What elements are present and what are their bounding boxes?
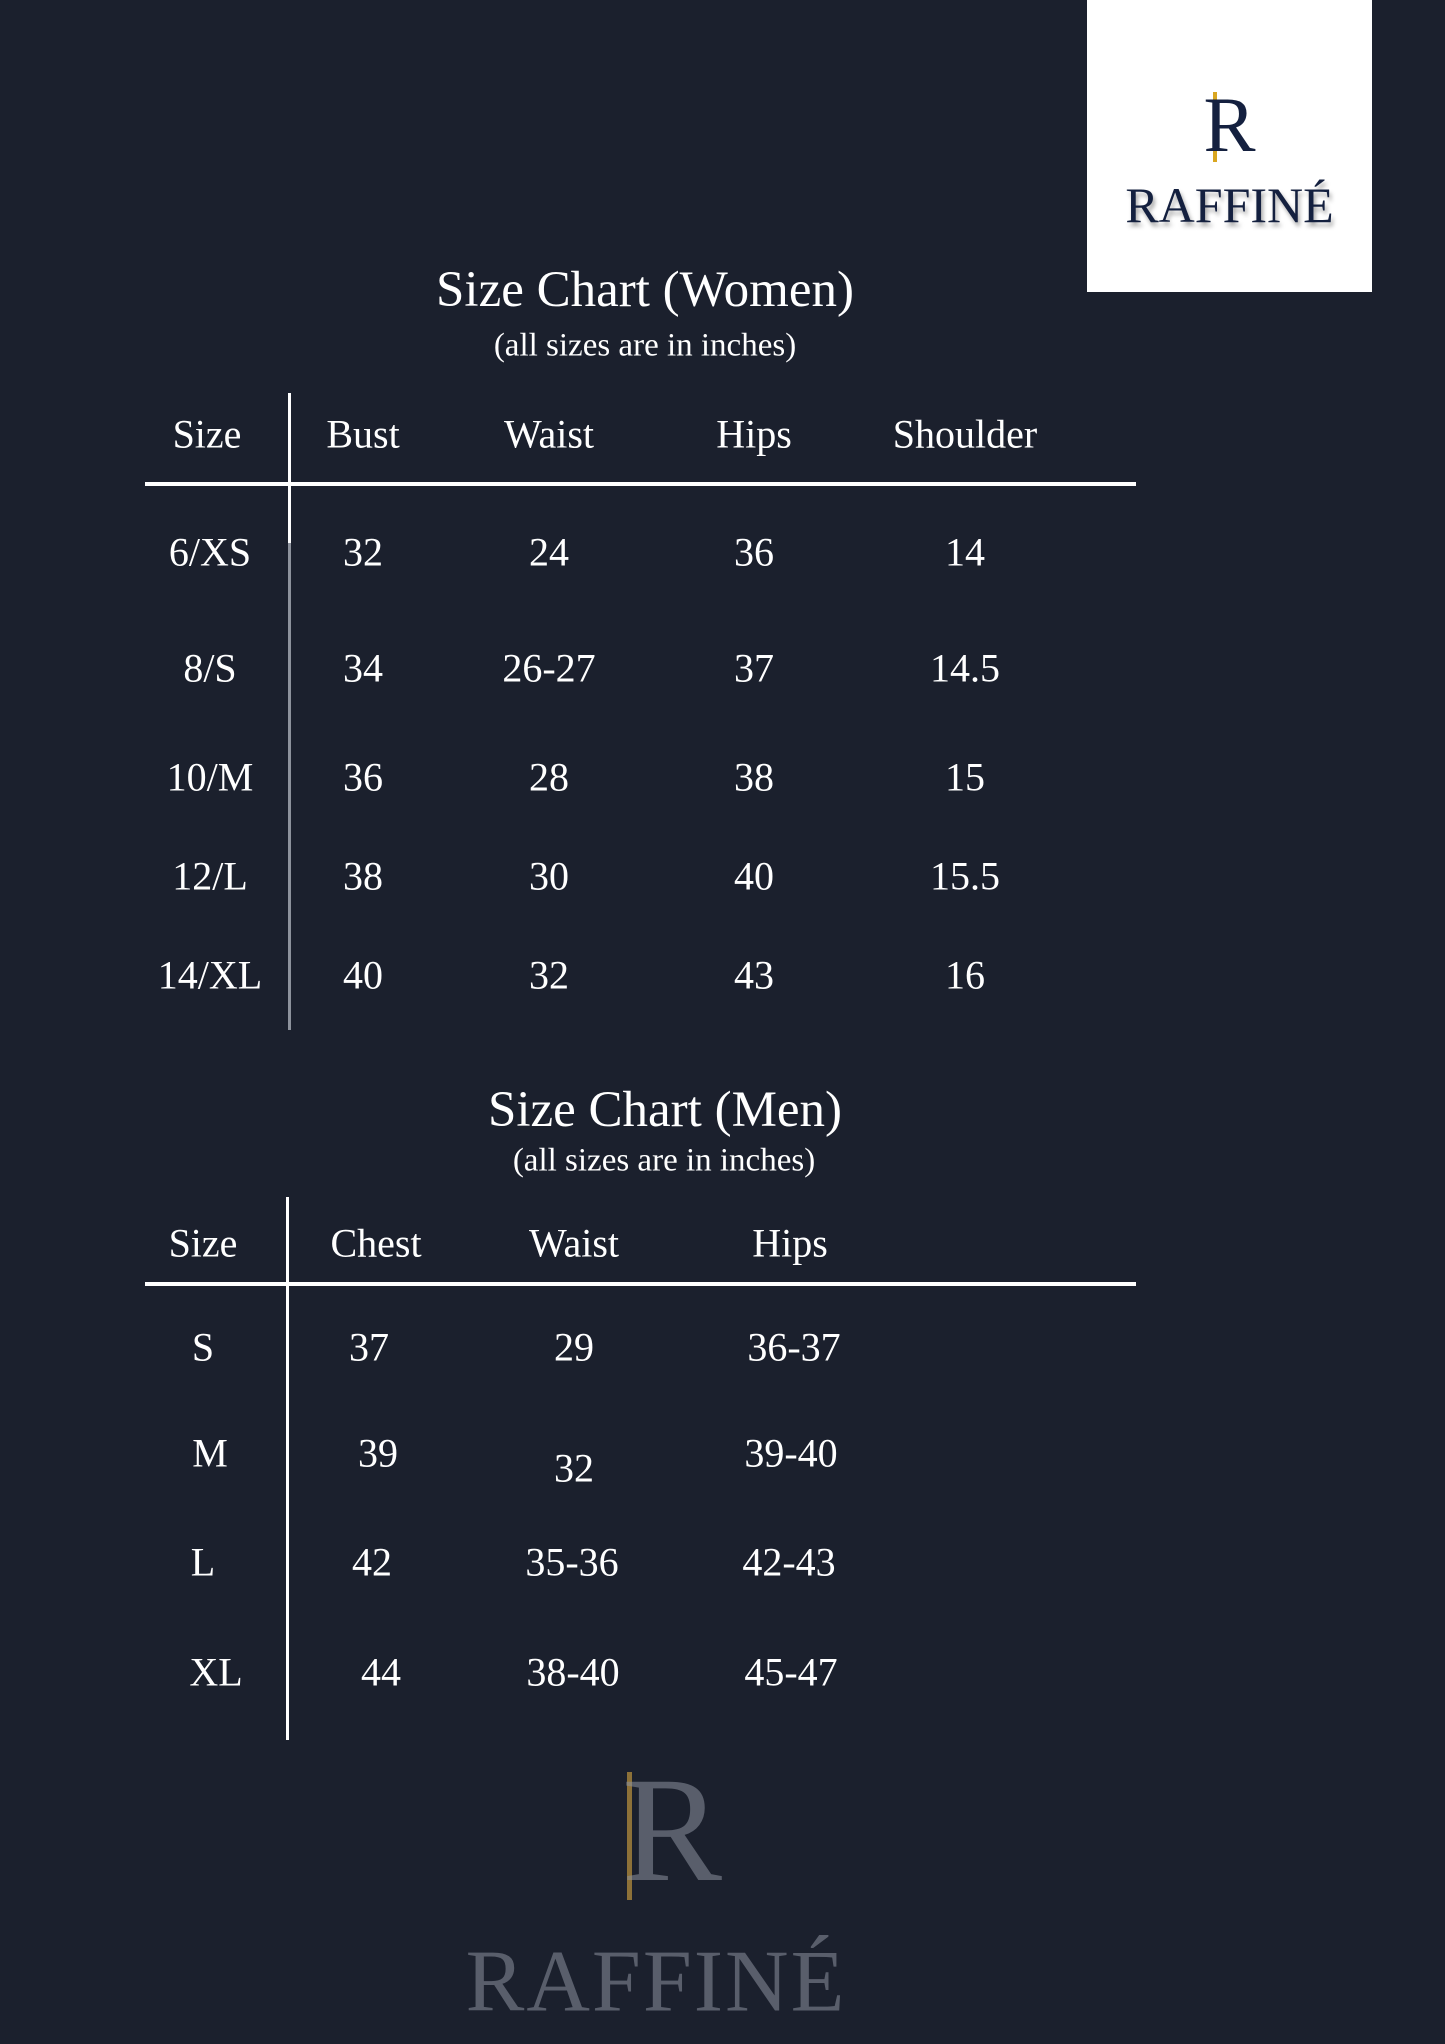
brand-logo: R RAFFINÉ: [1087, 0, 1372, 292]
men-cell-size: XL: [189, 1649, 243, 1695]
women-cell-shoulder: 14.5: [930, 645, 1000, 691]
women-header-waist: Waist: [503, 411, 595, 457]
watermark-wordmark: RAFFINÉ: [465, 1933, 847, 2031]
women-cell-size: 8/S: [183, 645, 237, 691]
men-header-size: Size: [168, 1220, 238, 1266]
women-cell-hips: 37: [734, 645, 774, 691]
women-header-bust: Bust: [326, 411, 400, 457]
women-header-shoulder: Shoulder: [892, 411, 1038, 457]
women-cell-waist: 28: [529, 754, 569, 800]
women-cell-bust: 36: [343, 754, 383, 800]
men-chart-subtitle: (all sizes are in inches): [512, 1142, 816, 1179]
women-column-divider: [288, 543, 291, 1030]
women-cell-size: 10/M: [166, 754, 254, 800]
women-cell-hips: 43: [734, 952, 774, 998]
women-cell-bust: 34: [343, 645, 383, 691]
women-cell-size: 6/XS: [168, 529, 252, 575]
women-cell-shoulder: 14: [945, 529, 985, 575]
women-cell-shoulder: 16: [945, 952, 985, 998]
men-cell-chest: 42: [352, 1539, 392, 1585]
men-column-divider: [286, 1197, 289, 1740]
women-cell-waist: 30: [529, 853, 569, 899]
men-chart-title: Size Chart (Men): [487, 1082, 843, 1138]
women-cell-shoulder: 15: [945, 754, 985, 800]
women-cell-waist: 24: [529, 529, 569, 575]
women-header-size: Size: [172, 411, 242, 457]
women-cell-size: 14/XL: [157, 952, 263, 998]
men-cell-waist: 29: [554, 1324, 594, 1370]
women-header-divider: [145, 482, 1136, 486]
logo-accent-bar: [1213, 92, 1217, 162]
women-header-hips: Hips: [716, 411, 792, 457]
logo-wordmark: RAFFINÉ: [1125, 177, 1334, 233]
women-cell-shoulder: 15.5: [930, 853, 1000, 899]
men-cell-hips: 36-37: [747, 1324, 841, 1370]
women-cell-hips: 40: [734, 853, 774, 899]
watermark-monogram: R: [621, 1747, 723, 1913]
women-chart-title: Size Chart (Women): [436, 262, 854, 318]
women-cell-waist: 26-27: [502, 645, 596, 691]
women-cell-hips: 38: [734, 754, 774, 800]
logo-monogram: R: [1203, 81, 1256, 168]
men-cell-chest: 39: [358, 1430, 398, 1476]
men-cell-waist: 38-40: [526, 1649, 620, 1695]
men-cell-hips: 39-40: [744, 1430, 838, 1476]
men-cell-hips: 42-43: [742, 1539, 836, 1585]
women-cell-bust: 40: [343, 952, 383, 998]
women-cell-bust: 32: [343, 529, 383, 575]
women-chart-subtitle: (all sizes are in inches): [493, 327, 797, 364]
women-column-divider-top: [288, 393, 291, 543]
men-cell-size: M: [192, 1430, 228, 1476]
men-header-hips: Hips: [752, 1220, 828, 1266]
men-cell-chest: 44: [361, 1649, 401, 1695]
men-cell-size: S: [191, 1324, 215, 1370]
men-cell-size: L: [190, 1539, 216, 1585]
watermark-accent-bar: [627, 1772, 632, 1900]
women-cell-bust: 38: [343, 853, 383, 899]
men-cell-chest: 37: [349, 1324, 389, 1370]
men-header-waist: Waist: [528, 1220, 620, 1266]
men-cell-waist: 32: [554, 1445, 594, 1491]
women-cell-size: 12/L: [172, 853, 248, 899]
men-header-chest: Chest: [330, 1220, 422, 1266]
men-cell-waist: 35-36: [525, 1539, 619, 1585]
women-cell-waist: 32: [529, 952, 569, 998]
men-cell-hips: 45-47: [744, 1649, 838, 1695]
women-cell-hips: 36: [734, 529, 774, 575]
men-header-divider: [145, 1282, 1136, 1286]
